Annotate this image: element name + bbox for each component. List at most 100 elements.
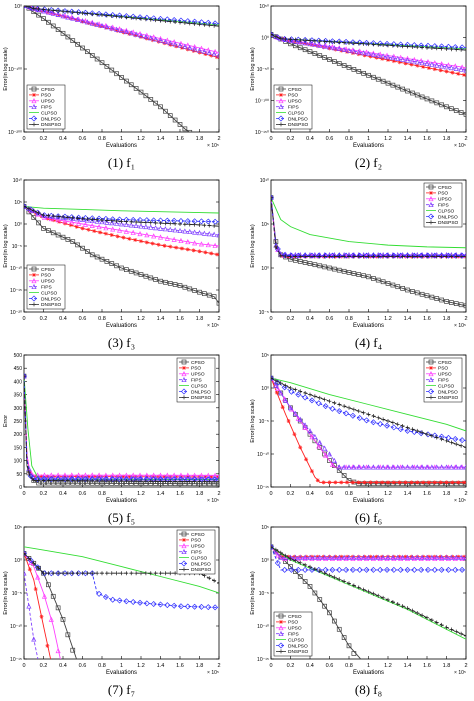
data-point [429,98,435,104]
legend-label: DNSPSO [288,122,309,128]
legend-marker [428,201,434,208]
data-point [463,252,466,258]
y-tick-label: 350 [14,393,23,399]
legend-marker [429,365,433,370]
data-point [89,19,95,25]
data-point [211,231,217,237]
data-point [89,570,96,577]
data-point [288,37,293,42]
data-point [327,554,332,559]
data-point [429,46,434,51]
data-point [288,254,293,259]
data-point [292,38,298,44]
y-tick-label: 10⁰ [261,36,269,42]
data-point [274,559,281,566]
x-tick-label: 1.6 [176,663,184,669]
data-point [339,554,344,559]
data-point [177,283,183,288]
data-point [288,252,295,259]
data-point [418,566,425,573]
data-point [390,254,395,259]
data-point [128,268,134,274]
data-point [371,74,376,80]
x-tick-label: 0.6 [79,316,87,322]
data-point [109,220,115,226]
data-point [278,253,283,258]
y-tick-label: 10⁰ [14,558,22,564]
data-point [69,14,75,20]
data-point [336,45,342,51]
series-line-clpso [24,376,219,481]
data-point [41,213,46,218]
data-point [414,92,420,98]
data-point [48,616,54,622]
data-point [143,17,148,22]
data-point [51,660,55,664]
data-point [45,474,50,479]
data-point [308,38,312,43]
data-point [68,16,73,21]
x-tick-label: 0.8 [345,491,353,497]
x-tick-label: 1.6 [423,316,431,322]
data-point [173,221,178,226]
data-point [46,228,51,233]
data-point [90,571,95,576]
data-point [124,78,129,84]
x-tick-label: 1.2 [137,136,145,142]
data-point [420,254,425,259]
data-point [349,39,356,46]
x-tick-label: 2 [464,316,467,322]
data-point [439,555,445,562]
data-point [61,478,65,483]
x-tick-label: 0 [22,491,25,497]
data-point [177,227,183,233]
data-point [331,45,337,51]
data-point [178,222,182,226]
data-point [410,90,415,96]
legend-label: CLPSO [438,383,455,389]
data-point [217,581,219,586]
data-point [317,395,322,400]
data-point [138,272,144,277]
y-tick-label: 10⁰ [261,386,269,392]
data-point [127,31,132,36]
data-point [390,464,396,470]
data-point [34,564,41,571]
x-tick-label: 0.8 [345,136,353,142]
y-tick-label: 10⁰ [261,558,269,564]
data-point [327,57,332,62]
data-point [162,41,167,46]
data-point [45,9,51,15]
data-point [361,50,367,56]
data-point [283,397,289,403]
x-tick-label: 1.8 [196,136,204,142]
data-point [174,245,179,250]
data-point [212,242,218,248]
legend-marker [279,649,283,654]
x-scale-note: × 10⁵ [454,498,466,504]
data-point [322,252,329,259]
data-point [414,464,420,470]
data-point [403,61,408,66]
data-point [167,113,173,118]
data-point [323,452,329,458]
data-point [158,221,163,226]
data-point [400,44,405,49]
data-point [65,34,71,40]
data-point [456,554,461,559]
data-point [312,262,318,268]
data-point [405,254,410,259]
data-point [424,293,430,299]
data-point [96,472,102,478]
data-point [351,67,357,72]
data-point [322,264,327,270]
data-point [75,216,81,222]
legend-label: DNLPSO [438,214,458,220]
x-tick-label: 1.6 [176,491,184,497]
data-point [24,570,27,576]
legend-marker [429,190,433,195]
legend-marker [31,295,37,302]
data-point [377,40,384,47]
data-point [85,249,90,254]
data-point [390,566,397,573]
